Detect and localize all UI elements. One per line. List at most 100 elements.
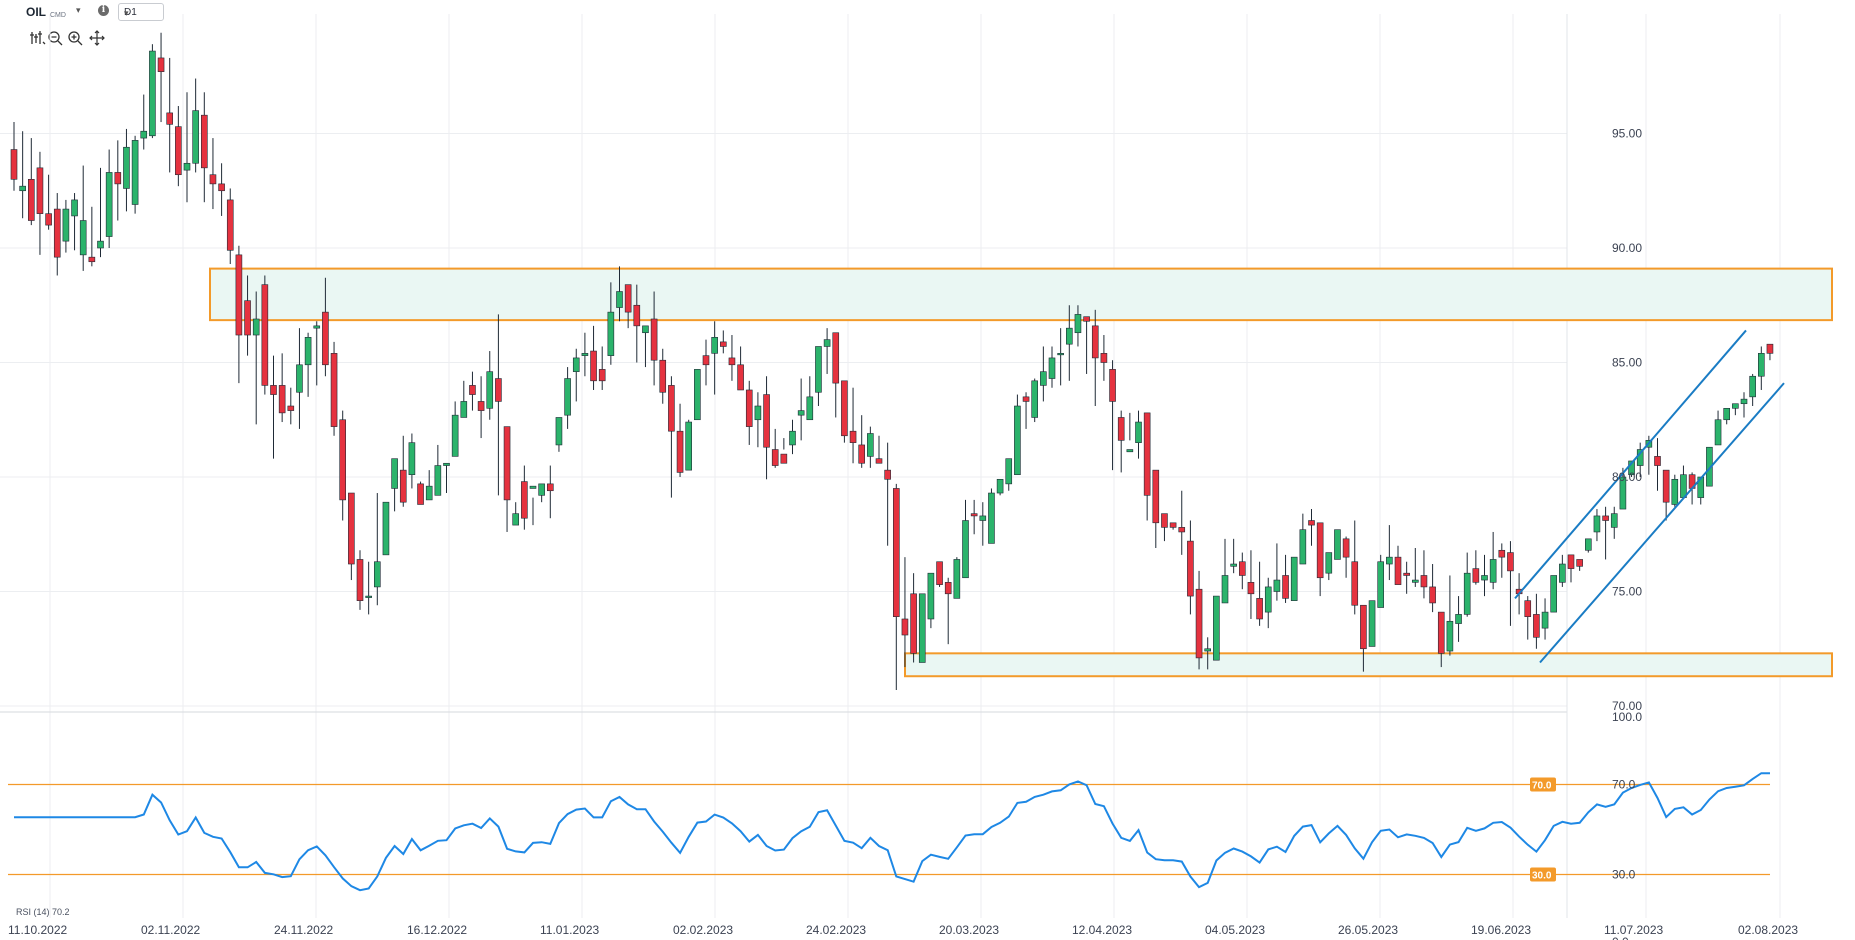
- candle-body: [1273, 579, 1281, 592]
- candle-body: [175, 126, 182, 176]
- candle-body: [1117, 417, 1125, 441]
- candle-body: [1091, 325, 1099, 359]
- candle-body: [503, 426, 511, 501]
- candle-body: [1109, 369, 1116, 402]
- candle-body: [581, 353, 589, 356]
- candle-body: [218, 183, 225, 192]
- candle-body: [1048, 357, 1056, 379]
- candle-body: [1758, 353, 1765, 377]
- candle-body: [486, 371, 494, 409]
- date-tick-label: 04.05.2023: [1205, 923, 1265, 937]
- candle-body: [694, 369, 701, 421]
- candle-body: [1559, 563, 1566, 583]
- candle-body: [79, 220, 87, 256]
- candle-body: [1040, 371, 1047, 386]
- candle-body: [443, 462, 450, 466]
- candle-body: [858, 444, 866, 464]
- candle-body: [19, 185, 26, 192]
- rsi-tick-label: 100.0: [1612, 710, 1642, 724]
- resistance-zone: [209, 267, 1833, 322]
- candle-body: [1455, 614, 1462, 624]
- candle-body: [1005, 458, 1013, 485]
- candle-body: [598, 369, 606, 382]
- crosshair-icon[interactable]: [88, 29, 106, 47]
- date-tick-label: 26.05.2023: [1338, 923, 1398, 937]
- candle-body: [1066, 327, 1073, 345]
- candle-body: [1740, 398, 1748, 405]
- candle-body: [988, 492, 995, 544]
- candle-body: [209, 174, 217, 185]
- candle-body: [1334, 529, 1341, 560]
- candle-body: [642, 325, 649, 334]
- candle-body: [1654, 456, 1661, 466]
- rsi-level-tag: [1530, 777, 1556, 792]
- candle-body: [1403, 572, 1410, 576]
- market-label: CMD: [50, 12, 66, 19]
- price-tick-label: 70.00: [1612, 699, 1642, 713]
- price-tick-label: 90.00: [1612, 241, 1642, 255]
- date-tick-label: 16.12.2022: [407, 923, 467, 937]
- rsi-legend[interactable]: RSI (14) 70.2: [16, 907, 70, 917]
- candle-body: [1714, 419, 1722, 446]
- candle-body: [1239, 561, 1246, 576]
- candle-body: [123, 146, 130, 189]
- candle-body: [1247, 582, 1255, 595]
- candle-body: [149, 50, 156, 137]
- candle-body: [244, 300, 251, 336]
- bars-type-icon[interactable]: [28, 29, 46, 47]
- candle-body: [1706, 446, 1713, 487]
- date-tick-label: 02.02.2023: [673, 923, 733, 937]
- candle-body: [1498, 549, 1506, 558]
- price-tick-label: 80.00: [1612, 470, 1642, 484]
- candle-body: [1325, 552, 1333, 574]
- candle-body: [910, 593, 917, 654]
- candle-body: [1368, 600, 1376, 647]
- zoom-in-icon[interactable]: [66, 29, 84, 47]
- candle-body: [1187, 540, 1194, 597]
- candle-body: [1221, 575, 1229, 604]
- candle-body: [546, 483, 554, 492]
- candle-body: [330, 353, 338, 427]
- candle-body: [1602, 515, 1609, 521]
- zoom-out-icon[interactable]: [46, 29, 64, 47]
- candle-body: [702, 355, 710, 366]
- rsi-panel: [8, 772, 1770, 892]
- symbol-label[interactable]: OIL: [26, 5, 46, 19]
- candle-body: [477, 401, 485, 411]
- chart-grid: [0, 14, 1781, 918]
- candle-body: [1680, 474, 1687, 498]
- candle-body: [1152, 469, 1160, 524]
- symbol-dropdown-icon[interactable]: ▾: [76, 5, 81, 15]
- candle-body: [451, 414, 459, 457]
- candle-body: [1351, 561, 1359, 606]
- candle-body: [970, 513, 978, 517]
- candle-body: [867, 433, 874, 457]
- candle-body: [719, 341, 727, 347]
- candle-body: [1308, 520, 1315, 526]
- candle-body: [1662, 469, 1670, 503]
- candle-body: [763, 394, 770, 448]
- candle-body: [1429, 586, 1436, 604]
- candle-body: [1386, 556, 1393, 565]
- channel-upper-line: [1514, 329, 1747, 600]
- candle-body: [1524, 600, 1532, 617]
- candle-body: [1671, 478, 1679, 505]
- candle-body: [140, 130, 148, 139]
- candle-body: [607, 311, 615, 356]
- candle-body: [936, 561, 943, 585]
- timeframe-select[interactable]: D1 ▾: [118, 3, 164, 21]
- candle-body: [875, 458, 883, 464]
- chevron-down-icon: ▾: [124, 8, 129, 18]
- candle-body: [1282, 575, 1289, 599]
- candle-body: [668, 385, 675, 432]
- candle-body: [529, 485, 537, 489]
- info-icon[interactable]: i: [98, 5, 109, 16]
- candle-body: [53, 208, 61, 258]
- candle-body: [590, 350, 597, 382]
- trend-channel: [1514, 329, 1785, 664]
- candle-body: [1100, 353, 1108, 363]
- candle-body: [434, 465, 442, 496]
- candles-layer: [10, 32, 1774, 690]
- candle-body: [823, 339, 831, 347]
